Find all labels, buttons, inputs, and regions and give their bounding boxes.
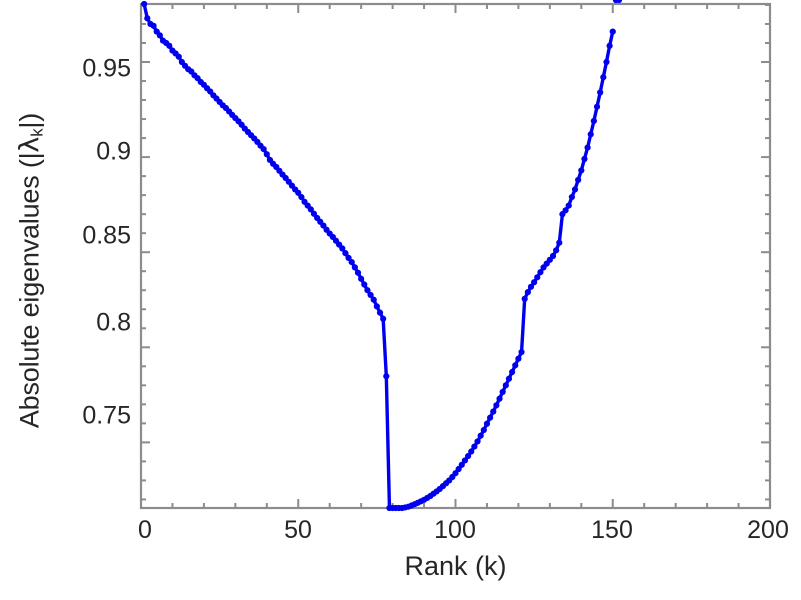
y-tick-label: 0.95 xyxy=(82,54,131,83)
axis-frame xyxy=(139,2,772,510)
x-tick-label: 0 xyxy=(138,516,152,544)
x-tick-label: 150 xyxy=(591,516,633,544)
y-tick-label-group: 0.95 0.9 0.85 0.8 0.75 xyxy=(0,0,131,600)
y-tick-label: 0.8 xyxy=(96,308,131,337)
x-tick-label: 200 xyxy=(747,516,789,544)
x-tick-label-group: 0 50 100 150 200 xyxy=(0,516,801,556)
x-axis-title: Rank (k) xyxy=(404,551,507,581)
y-tick-label: 0.75 xyxy=(82,401,131,430)
y-tick-label: 0.85 xyxy=(82,221,131,250)
eigenvalue-series-line xyxy=(142,2,615,510)
x-tick-label: 50 xyxy=(284,516,312,544)
y-tick-label: 0.9 xyxy=(96,137,131,166)
axis-ticks xyxy=(140,3,771,508)
eigenvalue-series-markers xyxy=(141,0,623,512)
x-tick-label: 100 xyxy=(434,516,476,544)
